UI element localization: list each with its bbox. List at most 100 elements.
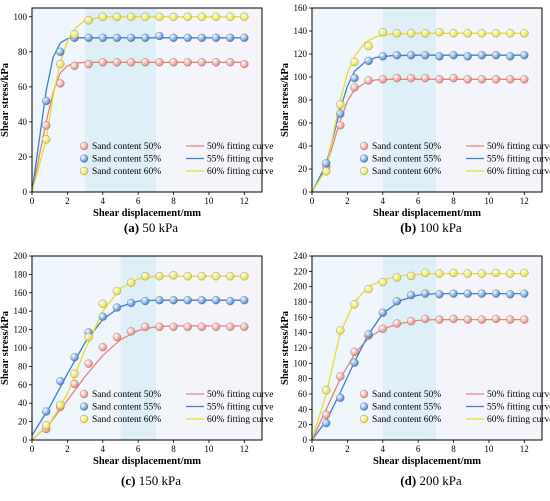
data-point-series-3 <box>520 268 529 278</box>
data-point-series-1 <box>392 319 402 328</box>
fitting-curve-3 <box>31 16 245 193</box>
shaded-region <box>120 256 156 440</box>
x-tick-label: 8 <box>451 444 456 454</box>
y-tick-label: 20 <box>18 417 28 427</box>
legend-fit-label: 60% fitting curve <box>487 166 550 177</box>
data-point-series-2 <box>42 96 51 106</box>
y-tick-label: 120 <box>294 343 308 353</box>
legend-marker <box>79 414 89 424</box>
data-point-series-1 <box>364 76 373 85</box>
data-point-series-3 <box>70 369 79 378</box>
data-point-series-2 <box>56 376 65 386</box>
chart-panel-a: 0 2 4 6 8 10 12 0 20 40 60 80 100 Shear displacement/… <box>0 7 273 235</box>
y-tick-label: 140 <box>294 328 308 338</box>
data-point-series-2 <box>183 296 192 305</box>
x-tick-label: 4 <box>101 196 106 206</box>
x-tick-label: 12 <box>520 196 529 206</box>
data-point-series-3 <box>183 272 192 281</box>
data-point-series-3 <box>226 272 235 281</box>
data-point-series-2 <box>477 51 486 60</box>
data-point-series-1 <box>98 342 107 352</box>
data-point-series-1 <box>197 322 206 331</box>
data-point-series-2 <box>226 33 235 42</box>
y-tick-label: 80 <box>18 361 28 371</box>
data-point-series-3 <box>463 29 472 38</box>
y-tick-label: 160 <box>14 288 28 298</box>
data-point-series-1 <box>477 75 486 84</box>
data-point-series-1 <box>378 324 387 333</box>
data-point-series-2 <box>112 33 122 42</box>
data-point-series-1 <box>197 58 206 67</box>
data-point-series-2 <box>197 33 206 42</box>
y-tick-label: 0 <box>303 435 308 445</box>
legend-marker <box>79 154 89 163</box>
data-point-series-1 <box>155 322 164 331</box>
x-tick-label: 10 <box>484 196 494 206</box>
legend-marker <box>359 402 369 411</box>
chart-panel-d: 0 2 4 6 8 10 120204060801001201401601802002202… <box>280 251 550 488</box>
data-point-series-3 <box>406 271 416 281</box>
x-tick-label: 2 <box>65 196 70 206</box>
y-tick-label: 0 <box>303 187 308 197</box>
data-point-series-3 <box>155 272 164 281</box>
data-point-series-2 <box>406 51 416 60</box>
data-point-series-2 <box>491 289 501 298</box>
y-tick-label: 40 <box>18 398 28 408</box>
data-point-series-1 <box>392 73 402 83</box>
x-tick-label: 8 <box>171 444 176 454</box>
legend-label: Sand content 50% <box>372 390 441 400</box>
legend-label: Sand content 55% <box>92 403 161 413</box>
data-point-series-1 <box>506 315 515 324</box>
data-point-series-3 <box>406 29 416 38</box>
data-point-series-2 <box>98 33 107 42</box>
data-point-series-1 <box>449 73 458 83</box>
data-point-series-3 <box>226 12 235 21</box>
legend-marker <box>359 414 369 424</box>
data-point-series-1 <box>421 73 430 83</box>
data-point-series-2 <box>520 289 529 298</box>
x-tick-label: 6 <box>416 444 421 454</box>
data-point-series-1 <box>226 322 235 331</box>
x-tick-label: 10 <box>204 196 214 206</box>
data-point-series-1 <box>169 58 178 67</box>
caption-text: 150 kPa <box>135 473 181 488</box>
data-point-series-2 <box>364 56 373 66</box>
data-point-series-2 <box>435 52 444 61</box>
data-point-series-2 <box>350 73 359 83</box>
x-tick-label: 10 <box>484 444 494 454</box>
y-tick-label: 100 <box>294 358 308 368</box>
data-point-series-2 <box>141 296 150 306</box>
y-axis-label: Shear stress/kPa <box>0 62 11 137</box>
data-point-series-1 <box>112 58 122 67</box>
data-point-series-3 <box>240 272 249 281</box>
y-tick-label: 0 <box>23 187 28 197</box>
legend-fit-label: 55% fitting curve <box>207 402 273 413</box>
data-point-series-2 <box>449 289 458 298</box>
data-point-series-3 <box>491 29 501 38</box>
y-tick-label: 100 <box>14 12 28 22</box>
caption-text: 100 kPa <box>416 220 462 235</box>
y-tick-label: 60 <box>298 118 308 128</box>
legend-fit-label: 50% fitting curve <box>487 141 550 152</box>
data-point-series-2 <box>211 33 221 42</box>
y-tick-label: 80 <box>298 95 308 105</box>
y-tick-label: 0 <box>23 435 28 445</box>
chart-panel-c: 0 2 4 6 8 10 12020406080100120140160180200Shea… <box>0 251 273 488</box>
data-point-series-3 <box>84 16 93 25</box>
x-tick-label: 0 <box>30 196 35 206</box>
data-point-series-1 <box>336 372 345 381</box>
data-point-series-1 <box>406 73 416 83</box>
legend-label: Sand content 60% <box>92 415 161 425</box>
x-tick-label: 2 <box>345 444 350 454</box>
data-point-series-1 <box>378 75 387 84</box>
legend-marker <box>79 402 89 411</box>
data-point-series-3 <box>141 12 150 21</box>
data-point-series-3 <box>477 269 486 278</box>
x-tick-label: 0 <box>30 444 35 454</box>
data-point-series-2 <box>240 33 249 42</box>
data-point-series-3 <box>378 277 387 287</box>
axes-frame <box>31 7 263 193</box>
x-tick-label: 6 <box>416 196 421 206</box>
data-point-series-3 <box>364 41 373 51</box>
panel-caption: (d) 200 kPa <box>400 473 462 488</box>
